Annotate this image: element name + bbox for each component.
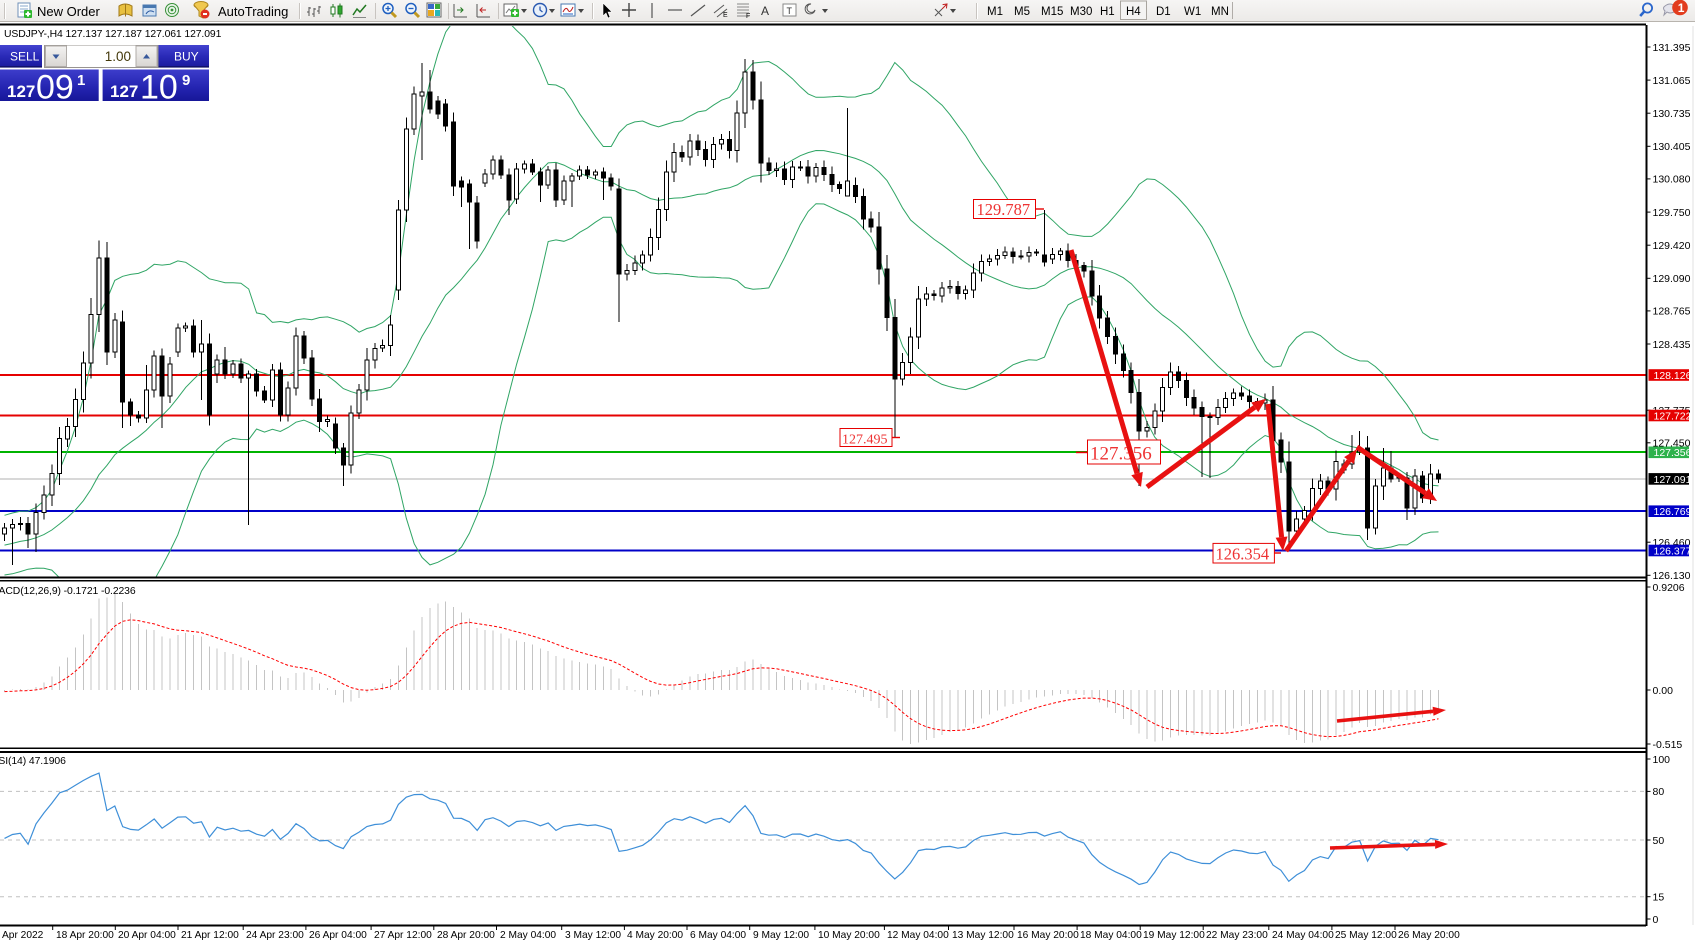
svg-text:130.080: 130.080 <box>1653 174 1691 186</box>
svg-text:10 May 20:00: 10 May 20:00 <box>818 930 880 941</box>
svg-text:D1: D1 <box>1156 6 1171 18</box>
svg-text:E: E <box>723 12 728 19</box>
svg-text:Apr 2022: Apr 2022 <box>2 930 44 941</box>
svg-text:4 May 20:00: 4 May 20:00 <box>627 930 683 941</box>
svg-text:127: 127 <box>110 82 138 101</box>
svg-text:130.735: 130.735 <box>1653 108 1691 120</box>
svg-text:126.769: 126.769 <box>1654 506 1692 518</box>
svg-text:128.435: 128.435 <box>1653 339 1691 351</box>
svg-text:09: 09 <box>36 69 74 102</box>
svg-text:W1: W1 <box>1184 6 1201 18</box>
svg-text:1: 1 <box>77 72 85 89</box>
svg-text:MN: MN <box>1211 6 1229 18</box>
svg-text:15: 15 <box>1653 892 1665 904</box>
svg-text:MACD(12,26,9) -0.1721 -0.2236: MACD(12,26,9) -0.1721 -0.2236 <box>0 586 136 597</box>
svg-text:127: 127 <box>7 82 35 101</box>
svg-text:SELL: SELL <box>10 50 40 64</box>
svg-text:M15: M15 <box>1041 6 1063 18</box>
svg-text:0.00: 0.00 <box>1653 685 1674 697</box>
svg-text:13 May 12:00: 13 May 12:00 <box>952 930 1014 941</box>
svg-text:M5: M5 <box>1014 6 1030 18</box>
svg-text:H4: H4 <box>1126 6 1141 18</box>
svg-text:18 Apr 20:00: 18 Apr 20:00 <box>56 930 114 941</box>
svg-text:M30: M30 <box>1070 6 1092 18</box>
svg-text:130.405: 130.405 <box>1653 141 1691 153</box>
svg-text:128.765: 128.765 <box>1653 306 1691 318</box>
svg-text:0.9206: 0.9206 <box>1653 582 1685 594</box>
svg-text:24 May 04:00: 24 May 04:00 <box>1272 930 1334 941</box>
svg-text:AutoTrading: AutoTrading <box>218 4 288 19</box>
svg-text:27 Apr 12:00: 27 Apr 12:00 <box>374 930 432 941</box>
svg-text:126.354: 126.354 <box>1216 545 1270 564</box>
svg-text:New Order: New Order <box>37 4 101 19</box>
svg-text:128.126: 128.126 <box>1654 370 1692 382</box>
svg-text:16 May 20:00: 16 May 20:00 <box>1017 930 1079 941</box>
svg-text:24 Apr 23:00: 24 Apr 23:00 <box>246 930 304 941</box>
svg-text:BUY: BUY <box>174 50 199 64</box>
svg-text:0: 0 <box>1653 914 1659 926</box>
svg-text:131.395: 131.395 <box>1653 42 1691 54</box>
svg-text:F: F <box>746 13 750 20</box>
svg-text:6 May 04:00: 6 May 04:00 <box>690 930 746 941</box>
svg-text:9 May 12:00: 9 May 12:00 <box>753 930 809 941</box>
svg-text:80: 80 <box>1653 786 1665 798</box>
svg-text:129.090: 129.090 <box>1653 273 1691 285</box>
svg-text:20 Apr 04:00: 20 Apr 04:00 <box>118 930 176 941</box>
svg-text:129.750: 129.750 <box>1653 207 1691 219</box>
svg-text:21 Apr 12:00: 21 Apr 12:00 <box>181 930 239 941</box>
svg-text:A: A <box>761 4 769 18</box>
svg-text:25 May 12:00: 25 May 12:00 <box>1335 930 1397 941</box>
svg-text:127.356: 127.356 <box>1090 444 1152 465</box>
svg-text:131.065: 131.065 <box>1653 75 1691 87</box>
svg-text:100: 100 <box>1653 754 1671 766</box>
svg-text:129.787: 129.787 <box>977 200 1031 219</box>
svg-text:9: 9 <box>182 72 190 89</box>
svg-text:12 May 04:00: 12 May 04:00 <box>887 930 949 941</box>
svg-text:M1: M1 <box>987 6 1003 18</box>
svg-text:127.495: 127.495 <box>842 433 888 448</box>
svg-text:1.00: 1.00 <box>105 49 131 64</box>
svg-text:USDJPY-,H4 127.137 127.187 12: USDJPY-,H4 127.137 127.187 127.061 127.0… <box>4 29 222 40</box>
svg-text:1: 1 <box>1678 1 1685 15</box>
svg-text:18 May 04:00: 18 May 04:00 <box>1080 930 1142 941</box>
svg-text:26 Apr 04:00: 26 Apr 04:00 <box>309 930 367 941</box>
svg-text:26 May 20:00: 26 May 20:00 <box>1398 930 1460 941</box>
svg-text:28 Apr 20:00: 28 Apr 20:00 <box>437 930 495 941</box>
svg-text:H1: H1 <box>1100 6 1115 18</box>
svg-text:-0.515: -0.515 <box>1653 739 1683 751</box>
svg-text:19 May 12:00: 19 May 12:00 <box>1143 930 1205 941</box>
svg-text:10: 10 <box>140 69 178 102</box>
svg-text:126.377: 126.377 <box>1654 545 1692 557</box>
svg-text:127.091: 127.091 <box>1654 474 1692 486</box>
svg-text:RSI(14) 47.1906: RSI(14) 47.1906 <box>0 756 66 767</box>
svg-text:22 May 23:00: 22 May 23:00 <box>1206 930 1268 941</box>
svg-text:2 May 04:00: 2 May 04:00 <box>500 930 556 941</box>
svg-text:50: 50 <box>1653 835 1665 847</box>
svg-text:126.130: 126.130 <box>1653 570 1691 582</box>
svg-text:127.356: 127.356 <box>1654 447 1692 459</box>
svg-text:3 May 12:00: 3 May 12:00 <box>565 930 621 941</box>
svg-text:T: T <box>787 6 793 16</box>
svg-text:127.722: 127.722 <box>1654 410 1692 422</box>
svg-text:129.420: 129.420 <box>1653 240 1691 252</box>
